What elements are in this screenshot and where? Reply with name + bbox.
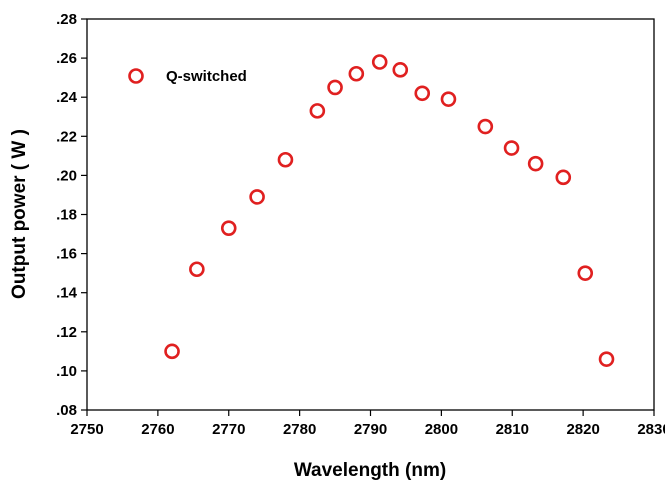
data-point	[527, 155, 544, 172]
data-point	[371, 54, 388, 70]
x-axis: 2750 2760 2770 2780 2790 2800 2810 2820 2830	[70, 410, 665, 438]
x-tick-label: 2810	[496, 421, 529, 438]
data-point	[348, 65, 365, 82]
data-point	[414, 85, 431, 102]
y-tick-label: .12	[56, 324, 77, 341]
data-point	[598, 351, 615, 367]
y-tick-label: .24	[56, 89, 78, 106]
legend-marker	[128, 68, 144, 84]
data-point	[220, 220, 237, 236]
x-tick-label: 2760	[141, 421, 174, 438]
data-point	[555, 169, 572, 186]
y-tick-label: .26	[56, 50, 77, 67]
y-tick-label: .16	[56, 246, 77, 263]
y-tick-label: .18	[56, 207, 77, 224]
x-tick-label: 2770	[212, 421, 245, 438]
y-tick-label: .20	[56, 167, 77, 184]
x-tick-label: 2800	[425, 421, 458, 438]
y-tick-label: .14	[56, 285, 78, 302]
x-tick-label: 2780	[283, 421, 316, 438]
x-tick-label: 2750	[70, 421, 103, 438]
data-point	[327, 79, 343, 96]
x-tick-label: 2820	[566, 421, 599, 438]
data-point	[477, 118, 494, 135]
x-axis-title: Wavelength (nm)	[294, 460, 446, 481]
data-points	[164, 54, 615, 367]
y-tick-label: .28	[56, 11, 77, 28]
data-point	[249, 189, 265, 205]
data-point	[189, 261, 205, 278]
y-tick-label: .08	[56, 402, 77, 419]
x-tick-label: 2790	[354, 421, 387, 438]
legend: Q-switched	[128, 68, 247, 85]
y-axis-title: Output power ( W )	[9, 129, 30, 299]
y-tick-label: .22	[56, 128, 77, 145]
data-point	[503, 140, 520, 156]
legend-label: Q-switched	[166, 68, 247, 85]
data-point	[164, 343, 180, 360]
data-point	[277, 151, 294, 168]
y-tick-label: .10	[56, 363, 77, 380]
data-point	[577, 265, 594, 281]
y-axis: .08 .10 .12 .14 .16 .18 .20 .22 .24 .26 .28	[56, 11, 87, 419]
data-point	[392, 62, 409, 78]
data-point	[309, 103, 326, 119]
data-point	[440, 91, 457, 107]
x-tick-label: 2830	[637, 421, 665, 438]
